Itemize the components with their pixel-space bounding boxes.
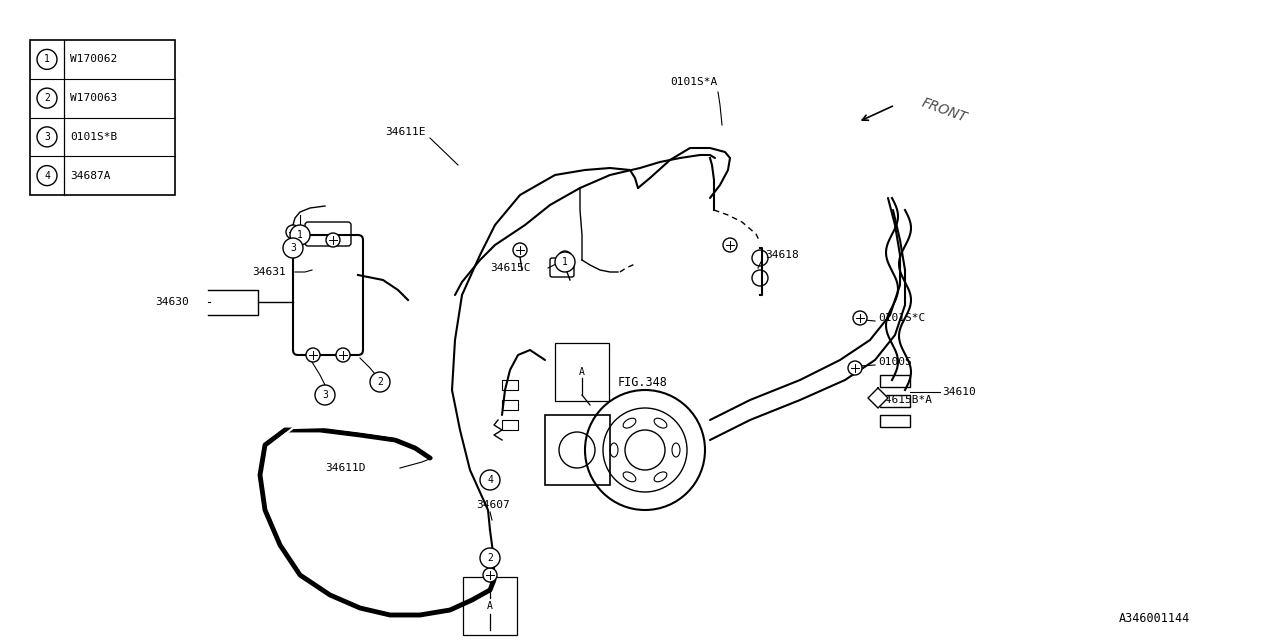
Text: 4: 4 bbox=[488, 475, 493, 485]
Text: 34615C: 34615C bbox=[490, 263, 530, 273]
Bar bbox=[881, 375, 910, 387]
Circle shape bbox=[285, 225, 300, 239]
Text: 1: 1 bbox=[562, 257, 568, 267]
Circle shape bbox=[558, 251, 572, 265]
Circle shape bbox=[291, 225, 310, 245]
Text: 34630: 34630 bbox=[155, 297, 188, 307]
Polygon shape bbox=[868, 388, 888, 408]
Text: 1: 1 bbox=[44, 54, 50, 65]
Text: A346001144: A346001144 bbox=[1119, 611, 1190, 625]
Bar bbox=[502, 400, 518, 410]
Text: 34611E: 34611E bbox=[385, 127, 425, 137]
Circle shape bbox=[480, 548, 500, 568]
Text: 3: 3 bbox=[323, 390, 328, 400]
Text: 34610: 34610 bbox=[942, 387, 975, 397]
Circle shape bbox=[480, 470, 500, 490]
Text: 34611D: 34611D bbox=[325, 463, 366, 473]
Text: 34618: 34618 bbox=[765, 250, 799, 260]
Text: 34607: 34607 bbox=[476, 500, 509, 510]
Text: FRONT: FRONT bbox=[920, 95, 969, 125]
Text: A: A bbox=[579, 367, 585, 377]
Text: 0101S*B: 0101S*B bbox=[70, 132, 118, 142]
Circle shape bbox=[335, 348, 349, 362]
Circle shape bbox=[283, 238, 303, 258]
Text: 0100S: 0100S bbox=[878, 357, 911, 367]
Text: 0101S*C: 0101S*C bbox=[878, 313, 925, 323]
Circle shape bbox=[315, 385, 335, 405]
Circle shape bbox=[852, 311, 867, 325]
Text: 3: 3 bbox=[44, 132, 50, 142]
Circle shape bbox=[37, 49, 58, 69]
Circle shape bbox=[556, 252, 575, 272]
Bar bbox=[881, 415, 910, 427]
Text: 34615B*A: 34615B*A bbox=[878, 395, 932, 405]
Text: 1: 1 bbox=[297, 230, 303, 240]
Circle shape bbox=[723, 238, 737, 252]
Text: 2: 2 bbox=[378, 377, 383, 387]
Circle shape bbox=[37, 88, 58, 108]
Text: 0101S*A: 0101S*A bbox=[669, 77, 717, 87]
Text: 4: 4 bbox=[44, 171, 50, 180]
Bar bbox=[545, 415, 611, 485]
Text: W170063: W170063 bbox=[70, 93, 118, 103]
Circle shape bbox=[370, 372, 390, 392]
Circle shape bbox=[37, 127, 58, 147]
Circle shape bbox=[513, 243, 527, 257]
Circle shape bbox=[326, 233, 340, 247]
Circle shape bbox=[849, 361, 861, 375]
Text: W170062: W170062 bbox=[70, 54, 118, 65]
Circle shape bbox=[306, 348, 320, 362]
Text: FIG.348: FIG.348 bbox=[618, 376, 668, 388]
Text: 2: 2 bbox=[44, 93, 50, 103]
Text: 3: 3 bbox=[291, 243, 296, 253]
Text: A: A bbox=[488, 601, 493, 611]
Text: 34687A: 34687A bbox=[70, 171, 110, 180]
Circle shape bbox=[37, 166, 58, 186]
Bar bbox=[881, 395, 910, 407]
Bar bbox=[502, 380, 518, 390]
Circle shape bbox=[483, 568, 497, 582]
Text: 2: 2 bbox=[488, 553, 493, 563]
Bar bbox=[29, 40, 175, 195]
Text: 34631: 34631 bbox=[252, 267, 285, 277]
Bar bbox=[502, 420, 518, 430]
